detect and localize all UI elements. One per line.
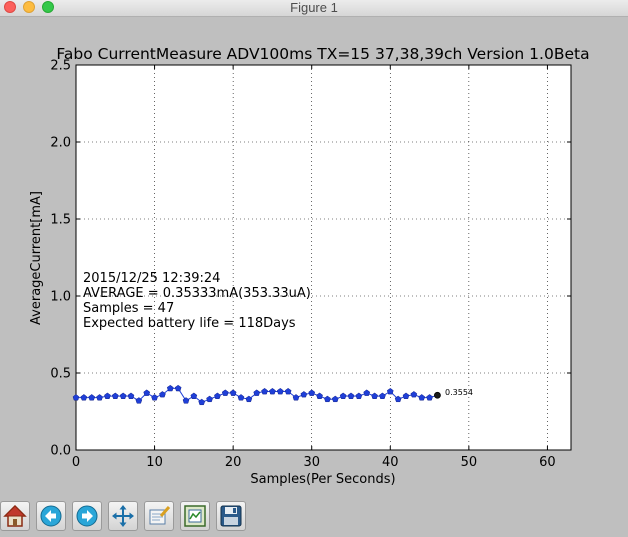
data-point bbox=[426, 394, 433, 401]
annotation-battery-life: Expected battery life = 118Days bbox=[83, 316, 296, 331]
data-point bbox=[237, 394, 245, 401]
data-point bbox=[143, 389, 151, 396]
plot-area bbox=[76, 65, 571, 450]
window-title: Figure 1 bbox=[290, 0, 338, 15]
figure-canvas: 0 10 20 30 40 50 60 0.00.51.01.52.02.5 0.3554 … bbox=[0, 17, 628, 497]
data-point-last bbox=[434, 391, 441, 399]
chart-title: Fabo CurrentMeasure ADV100ms TX=15 37,38… bbox=[56, 45, 589, 63]
pan-icon bbox=[112, 505, 134, 527]
y-tick-label: 0.0 bbox=[50, 444, 71, 459]
data-point bbox=[276, 387, 284, 395]
data-point bbox=[284, 387, 292, 395]
zoom-button[interactable] bbox=[144, 501, 174, 531]
data-point bbox=[394, 395, 402, 403]
data-point bbox=[104, 392, 111, 399]
forward-button[interactable] bbox=[72, 501, 102, 531]
data-point bbox=[363, 389, 371, 396]
data-point bbox=[111, 392, 119, 399]
data-point bbox=[347, 392, 355, 399]
zoom-window-button[interactable] bbox=[42, 1, 54, 13]
data-point bbox=[371, 392, 378, 399]
save-button[interactable] bbox=[216, 501, 246, 531]
data-point bbox=[127, 392, 135, 399]
window-titlebar: Figure 1 bbox=[0, 0, 628, 17]
data-point bbox=[198, 398, 206, 406]
data-point bbox=[269, 387, 276, 395]
home-button[interactable] bbox=[0, 501, 30, 531]
data-point bbox=[135, 397, 143, 404]
data-point bbox=[206, 395, 213, 403]
data-point bbox=[245, 395, 253, 403]
data-point bbox=[292, 394, 300, 401]
annotation-samples: Samples = 47 bbox=[83, 301, 174, 316]
data-point bbox=[261, 387, 268, 395]
data-point bbox=[151, 394, 158, 401]
y-tick-label: 0.5 bbox=[50, 367, 71, 382]
save-icon bbox=[220, 505, 242, 527]
ticks bbox=[75, 64, 571, 451]
data-point bbox=[418, 394, 426, 401]
plot-frame bbox=[75, 64, 572, 451]
close-window-button[interactable] bbox=[4, 1, 16, 13]
data-point bbox=[190, 392, 198, 399]
x-tick-label: 20 bbox=[225, 455, 242, 470]
data-point bbox=[379, 392, 386, 399]
last-point-label: 0.3554 bbox=[445, 388, 473, 397]
x-tick-label: 60 bbox=[539, 455, 556, 470]
x-tick-label: 0 bbox=[72, 455, 80, 470]
x-tick-label: 10 bbox=[146, 455, 163, 470]
y-axis-label: AverageCurrent[mA] bbox=[29, 191, 44, 325]
data-point bbox=[300, 391, 308, 398]
data-point bbox=[72, 394, 80, 401]
data-point bbox=[386, 387, 394, 395]
series-group bbox=[72, 384, 441, 406]
forward-arrow-icon bbox=[76, 505, 98, 527]
back-button[interactable] bbox=[36, 501, 66, 531]
data-point bbox=[229, 389, 237, 396]
data-point bbox=[355, 392, 363, 399]
y-tick-label: 2.5 bbox=[50, 59, 71, 74]
navigation-toolbar bbox=[0, 498, 628, 537]
home-icon bbox=[3, 504, 27, 527]
y-tick-label: 2.0 bbox=[50, 136, 71, 151]
data-point bbox=[182, 397, 190, 404]
x-tick-label: 30 bbox=[303, 455, 320, 470]
zoom-icon bbox=[149, 506, 171, 525]
minimize-window-button[interactable] bbox=[23, 1, 35, 13]
subplots-icon bbox=[184, 505, 206, 527]
data-point bbox=[324, 395, 331, 403]
x-axis-label: Samples(Per Seconds) bbox=[250, 472, 395, 487]
data-point bbox=[339, 392, 347, 399]
back-arrow-icon bbox=[40, 505, 62, 527]
y-tick-labels: 0.0 0.5 1.0 1.5 2.0 2.5 bbox=[50, 59, 71, 459]
data-point bbox=[214, 392, 221, 399]
x-tick-label: 50 bbox=[461, 455, 478, 470]
y-tick-label: 1.5 bbox=[50, 213, 71, 228]
x-tick-label: 40 bbox=[382, 455, 399, 470]
data-point bbox=[331, 395, 339, 403]
annotation-average: AVERAGE = 0.35333mA(353.33uA) bbox=[83, 286, 311, 301]
data-point bbox=[316, 392, 323, 399]
data-point bbox=[410, 391, 418, 398]
data-point bbox=[174, 384, 182, 392]
data-point bbox=[80, 394, 88, 401]
data-point bbox=[119, 392, 127, 399]
x-tick-labels: 0 10 20 30 40 50 60 bbox=[72, 455, 556, 470]
data-point bbox=[96, 394, 103, 401]
annotation-timestamp: 2015/12/25 12:39:24 bbox=[83, 271, 220, 286]
data-point bbox=[253, 389, 261, 396]
pan-button[interactable] bbox=[108, 501, 138, 531]
data-point bbox=[159, 391, 166, 398]
y-tick-label: 1.0 bbox=[50, 290, 71, 305]
configure-subplots-button[interactable] bbox=[180, 501, 210, 531]
data-point bbox=[308, 389, 316, 396]
data-point bbox=[88, 394, 96, 401]
data-point bbox=[221, 389, 229, 396]
data-point bbox=[166, 384, 174, 392]
data-point bbox=[402, 392, 410, 399]
